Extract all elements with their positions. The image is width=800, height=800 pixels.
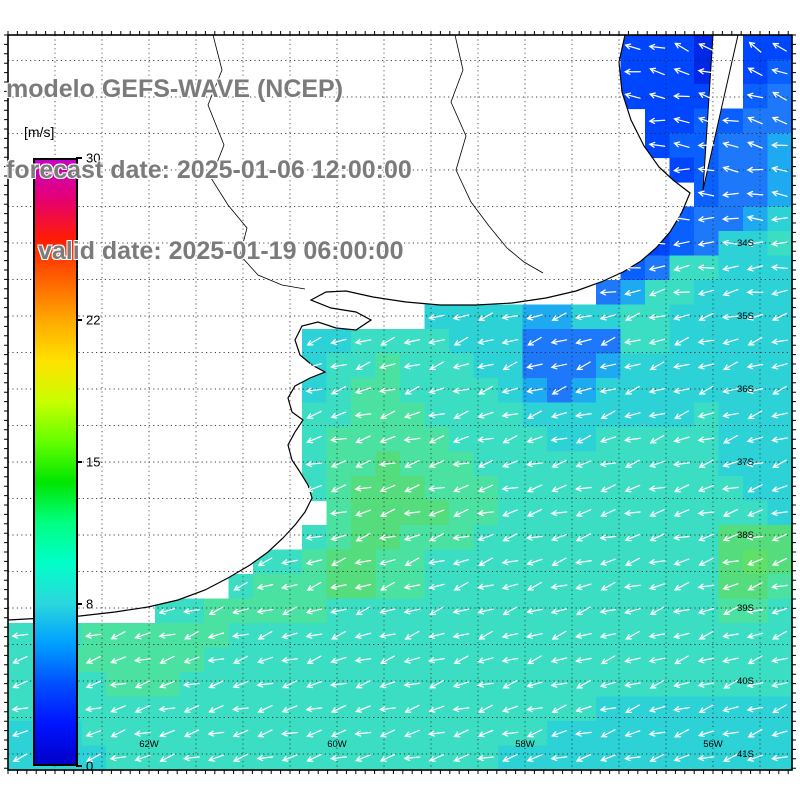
lon-label: 60W — [327, 739, 347, 750]
map-frame — [7, 34, 793, 771]
field-cell-run — [498, 476, 744, 502]
colorbar-tick-mark — [76, 602, 82, 605]
lat-label: 39S — [737, 603, 754, 614]
river-line — [207, 34, 306, 290]
wave-field-cells — [8, 35, 793, 771]
field-cell-run — [547, 721, 793, 747]
field-cell-run — [743, 35, 793, 61]
field-cell-run — [204, 647, 793, 673]
colorbar-tick-label: 30 — [86, 150, 101, 166]
field-cell-run — [57, 647, 205, 673]
field-cell-run — [718, 231, 769, 257]
field-cell-run — [596, 378, 793, 404]
axis-ticks — [4, 31, 796, 774]
field-cell-run — [375, 549, 426, 575]
field-cell-run — [400, 378, 499, 404]
field-cell-run — [351, 500, 450, 526]
colorbar-tick-mark — [76, 461, 82, 463]
colorbar-tick-mark — [76, 765, 82, 767]
wind-direction-arrows — [11, 41, 788, 763]
colorbar-tick-label: 15 — [86, 454, 101, 470]
lon-label: 62W — [139, 739, 159, 750]
longitude-labels: 62W 60W 58W 56W — [139, 739, 723, 750]
colorbar-tick-label: 22 — [86, 312, 101, 328]
lat-label: 38S — [737, 530, 754, 541]
colorbar-unit-label: [m/s] — [24, 124, 55, 140]
lat-label: 34S — [737, 238, 754, 249]
field-cell-run — [8, 696, 597, 722]
colorbar-tick-mark — [76, 157, 82, 159]
field-cell-run — [694, 280, 793, 306]
field-cell-run — [522, 304, 573, 330]
field-cell-run — [326, 598, 720, 624]
field-cell-run — [326, 451, 377, 477]
field-cell-run — [498, 745, 793, 771]
field-cell-run — [424, 574, 720, 600]
field-cell-run — [449, 427, 548, 453]
lat-label: 37S — [737, 457, 754, 468]
coastline — [7, 34, 691, 621]
lon-label: 58W — [515, 739, 535, 750]
title-block: modelo GEFS-WAVE (NCEP) forecast date: 2… — [6, 22, 412, 319]
field-cell-run — [596, 696, 793, 722]
latitude-labels: 34S 35S 36S 37S 38S 39S 40S 41S — [737, 238, 754, 760]
colorbar-tick-label: 0 — [86, 758, 94, 774]
lat-label: 41S — [737, 749, 754, 760]
lat-label: 36S — [737, 384, 754, 395]
lon-label: 56W — [703, 739, 723, 750]
grid-lines — [8, 35, 792, 770]
river-line — [450, 34, 544, 274]
land-mask — [7, 34, 739, 621]
field-cell-run — [424, 549, 720, 575]
field-cell-run — [522, 329, 622, 355]
colorbar-tick-label: 8 — [86, 596, 94, 612]
field-cell-run — [106, 745, 499, 771]
lat-label: 35S — [737, 311, 754, 322]
field-cell-run — [81, 623, 230, 649]
field-cell-run — [351, 378, 401, 404]
forecast-date-line: forecast date: 2025-01-06 12:00:00 — [6, 156, 412, 184]
valid-date-line: valid date: 2025-01-19 06:00:00 — [38, 237, 404, 265]
lat-label: 40S — [737, 676, 754, 687]
colorbar-tick-mark — [76, 319, 82, 322]
field-cell-run — [326, 574, 377, 600]
land-fill — [8, 35, 690, 620]
model-title: modelo GEFS-WAVE (NCEP) — [6, 75, 344, 103]
colorbar-gradient — [35, 160, 76, 764]
